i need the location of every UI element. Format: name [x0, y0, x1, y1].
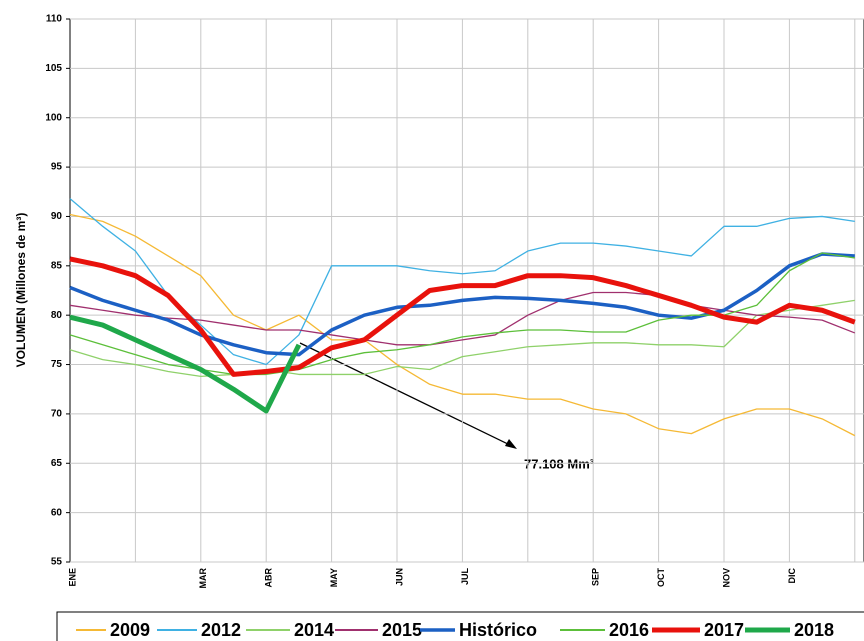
x-tick-label: OCT: [656, 568, 666, 588]
legend-label: 2012: [201, 620, 241, 640]
x-tick-label: ABR: [264, 568, 274, 588]
y-tick-label: 90: [51, 211, 63, 222]
x-tick-label: JUL: [460, 568, 470, 586]
legend-label: 2015: [382, 620, 422, 640]
x-tick-label: NOV: [721, 568, 731, 588]
y-tick-label: 100: [45, 112, 62, 123]
y-tick-label: 110: [46, 14, 63, 25]
legend-label: 2017: [704, 620, 744, 640]
legend-label: 2014: [294, 620, 334, 640]
y-tick-label: 105: [45, 63, 62, 74]
y-tick-label: 55: [51, 557, 63, 568]
x-tick-label: DIC: [787, 568, 797, 584]
y-tick-label: 65: [51, 458, 63, 469]
series-line: [69, 213, 856, 437]
arrow-head: [505, 439, 517, 449]
series-line: [69, 256, 856, 377]
y-tick-label: 85: [51, 260, 63, 271]
series-line: [69, 314, 302, 414]
legend-label: 2016: [609, 620, 649, 640]
y-tick-label: 75: [51, 359, 63, 370]
x-tick-label: ENE: [67, 568, 77, 587]
y-tick-label: 60: [51, 507, 63, 518]
plot-frame: [69, 18, 864, 563]
annotation: 77.108 Mm³: [524, 456, 595, 471]
y-tick-label: 70: [51, 409, 63, 420]
y-axis-label: VOLUMEN (Millones de m³): [14, 213, 28, 368]
annotation-arrow: [299, 342, 513, 447]
y-tick-label: 80: [51, 310, 63, 321]
legend-label: 2009: [110, 620, 150, 640]
legend: [56, 611, 864, 641]
x-tick-label: MAY: [329, 568, 339, 587]
y-tick-label: 95: [51, 162, 63, 173]
x-tick-label: MAR: [198, 568, 208, 589]
legend-label: 2018: [794, 620, 834, 640]
x-tick-label: SEP: [591, 568, 601, 586]
series-line: [69, 299, 855, 378]
series-line: [69, 252, 855, 357]
series-line: [69, 198, 855, 366]
legend-label: Histórico: [459, 620, 537, 640]
x-tick-label: JUN: [394, 568, 404, 586]
